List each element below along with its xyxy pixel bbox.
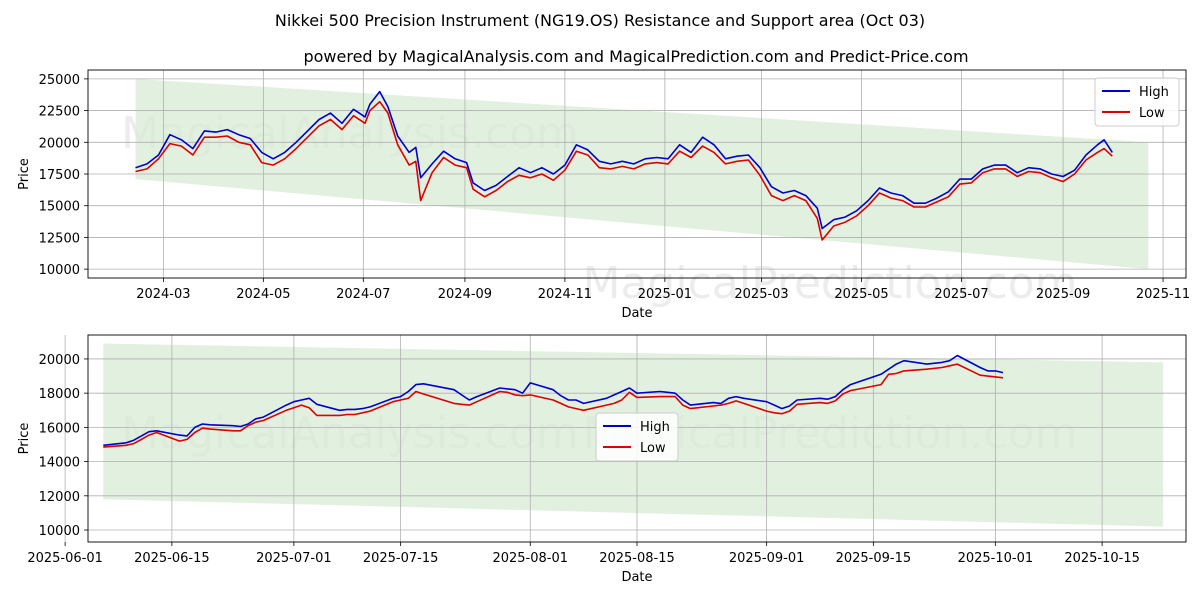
x-tick-label: 2024-07 xyxy=(336,287,390,302)
x-tick-label: 2025-09-01 xyxy=(729,551,805,566)
legend: High Low xyxy=(1094,77,1180,127)
x-tick-label: 2025-03 xyxy=(734,287,788,302)
x-axis-label: Date xyxy=(621,570,652,585)
y-tick-label: 18000 xyxy=(39,387,80,402)
x-tick-label: 2024-03 xyxy=(136,287,190,302)
y-tick-label: 20000 xyxy=(39,136,80,151)
y-tick-label: 25000 xyxy=(39,73,80,88)
legend-label-high: High xyxy=(640,420,670,435)
series-line-high xyxy=(103,354,1004,447)
x-tick-label: 2025-11 xyxy=(1136,287,1190,302)
y-tick-label: 17500 xyxy=(39,168,80,183)
y-tick-label: 10000 xyxy=(39,263,80,278)
axes-frame xyxy=(87,69,1187,279)
axes-frame xyxy=(87,334,1187,543)
x-tick-label: 2024-11 xyxy=(538,287,592,302)
legend-label-low: Low xyxy=(640,441,666,456)
x-tick-label: 2025-05 xyxy=(834,287,888,302)
panel-long-term: MagicalAnalysis.comMagicalPrediction.com… xyxy=(17,69,1190,321)
y-tick-label: 22500 xyxy=(39,105,80,120)
y-tick-label: 14000 xyxy=(39,456,80,471)
y-tick-label: 10000 xyxy=(39,524,80,539)
series-line-high xyxy=(135,90,1113,230)
y-tick-label: 15000 xyxy=(39,200,80,215)
chart-subtitle: powered by MagicalAnalysis.com and Magic… xyxy=(303,47,968,66)
legend-label-high: High xyxy=(1139,85,1169,100)
x-tick-label: 2025-09-15 xyxy=(836,551,912,566)
x-tick-label: 2025-10-01 xyxy=(958,551,1034,566)
y-tick-label: 20000 xyxy=(39,353,80,368)
x-tick-label: 2025-08-01 xyxy=(492,551,568,566)
x-axis-label: Date xyxy=(621,306,652,321)
legend: High Low xyxy=(595,412,679,462)
x-tick-label: 2025-06-15 xyxy=(134,551,210,566)
x-tick-label: 2024-09 xyxy=(438,287,492,302)
y-axis-label: Price xyxy=(17,158,32,190)
y-tick-label: 16000 xyxy=(39,421,80,436)
x-tick-label: 2025-07 xyxy=(934,287,988,302)
legend-label-low: Low xyxy=(1139,106,1165,121)
x-tick-label: 2025-07-15 xyxy=(363,551,439,566)
x-tick-label: 2025-07-01 xyxy=(256,551,332,566)
x-tick-label: 2025-09 xyxy=(1036,287,1090,302)
x-tick-label: 2025-01 xyxy=(638,287,692,302)
chart-title: Nikkei 500 Precision Instrument (NG19.OS… xyxy=(275,11,925,30)
x-tick-label: 2025-06-01 xyxy=(27,551,103,566)
series-line-low xyxy=(103,363,1004,448)
series-line-low xyxy=(135,100,1113,241)
y-tick-label: 12500 xyxy=(39,231,80,246)
y-axis-label: Price xyxy=(17,423,32,455)
panel-short-term: MagicalAnalysis.comMagicalPrediction.com… xyxy=(17,334,1187,585)
x-tick-label: 2024-05 xyxy=(236,287,290,302)
x-tick-label: 2025-08-15 xyxy=(599,551,675,566)
y-tick-label: 12000 xyxy=(39,490,80,505)
x-tick-label: 2025-10-15 xyxy=(1064,551,1140,566)
